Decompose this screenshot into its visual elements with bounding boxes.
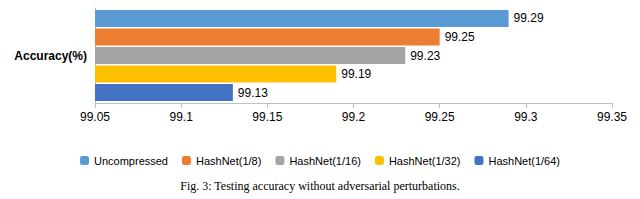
svg-text:Fig. 3: Testing accuracy witho: Fig. 3: Testing accuracy without adversa… [180,179,460,193]
svg-text:99.19: 99.19 [341,67,371,81]
svg-text:Uncompressed: Uncompressed [94,155,168,167]
svg-text:HashNet(1/16): HashNet(1/16) [289,155,361,167]
svg-text:99.25: 99.25 [445,30,475,44]
svg-text:99.05: 99.05 [80,110,110,124]
svg-text:99.13: 99.13 [238,86,268,100]
svg-text:HashNet(1/64): HashNet(1/64) [488,155,560,167]
svg-text:99.29: 99.29 [514,11,544,25]
svg-text:Accuracy(%): Accuracy(%) [14,49,87,63]
svg-text:99.15: 99.15 [252,110,282,124]
svg-text:99.25: 99.25 [425,110,455,124]
svg-text:HashNet(1/8): HashNet(1/8) [196,155,261,167]
svg-text:99.2: 99.2 [342,110,366,124]
svg-text:99.3: 99.3 [514,110,538,124]
svg-text:99.35: 99.35 [597,110,627,124]
svg-text:HashNet(1/32): HashNet(1/32) [389,155,461,167]
svg-text:99.1: 99.1 [169,110,193,124]
svg-text:99.23: 99.23 [410,49,440,63]
